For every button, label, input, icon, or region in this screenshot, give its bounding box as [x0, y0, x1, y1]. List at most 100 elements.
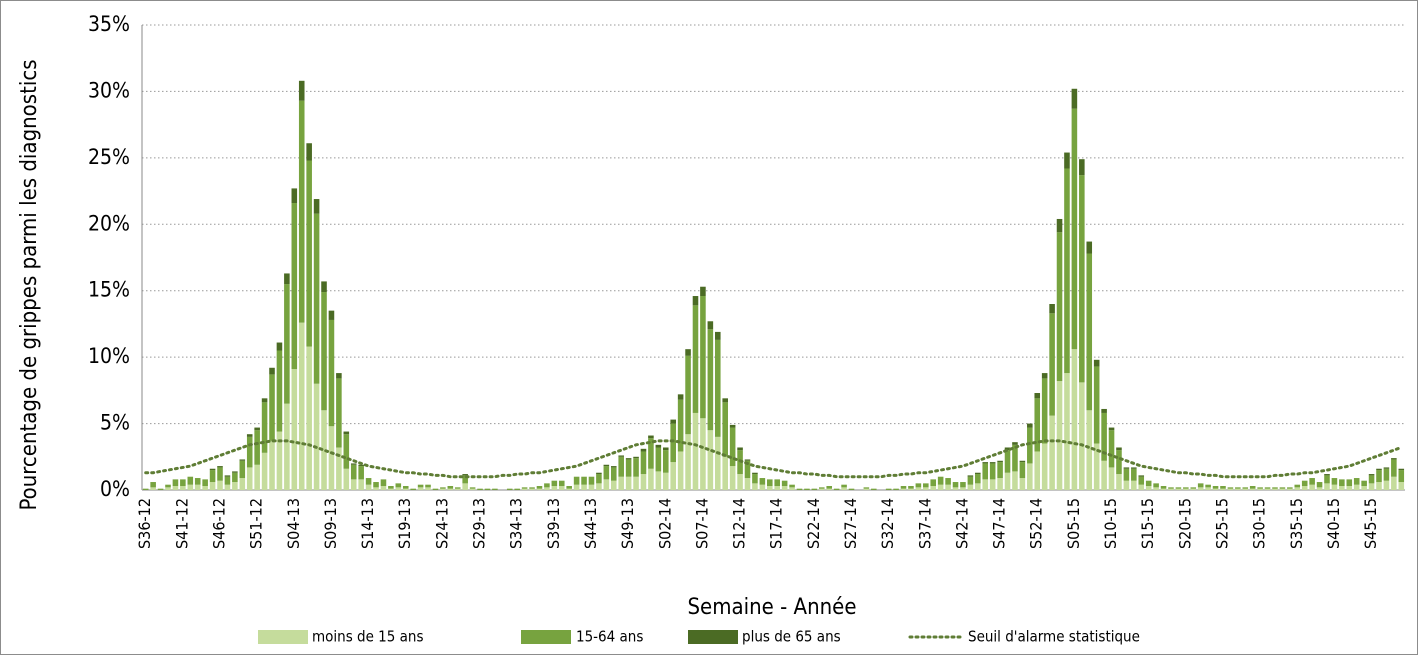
bar — [796, 488, 803, 490]
bar — [640, 451, 647, 475]
bar — [1168, 488, 1174, 490]
bar — [1086, 410, 1093, 490]
bar — [707, 321, 714, 330]
bar — [752, 472, 758, 475]
bar — [462, 474, 468, 476]
bar — [298, 80, 305, 101]
bar — [1175, 487, 1182, 489]
bar — [1212, 486, 1219, 489]
bar — [1071, 108, 1078, 350]
bar — [863, 487, 870, 489]
bar — [254, 464, 260, 490]
x-tick-label: S05-15 — [1064, 498, 1083, 549]
bar — [1368, 483, 1375, 490]
bar — [1004, 472, 1011, 490]
bar — [1093, 366, 1100, 444]
y-tick-label: 30% — [88, 78, 130, 102]
x-tick-label: S29-13 — [470, 498, 489, 549]
bar — [1138, 475, 1145, 477]
bar — [819, 487, 825, 489]
bar — [1101, 408, 1107, 413]
bar — [551, 486, 558, 490]
bar — [1301, 486, 1308, 490]
x-tick-label: S49-13 — [618, 498, 637, 549]
bar — [1272, 487, 1278, 489]
bar — [1131, 468, 1137, 481]
bar — [544, 487, 550, 490]
bar — [1257, 488, 1263, 490]
bar — [462, 483, 468, 490]
bar — [1376, 468, 1382, 471]
bar — [544, 483, 550, 488]
bar — [157, 488, 164, 490]
bar — [1064, 152, 1070, 169]
bar — [358, 464, 364, 467]
bar — [581, 484, 587, 490]
bar — [1249, 486, 1256, 489]
bar — [714, 436, 721, 490]
bar — [610, 467, 617, 481]
bar — [440, 487, 446, 489]
bar — [774, 486, 781, 490]
bar — [313, 199, 320, 214]
bar — [432, 488, 439, 490]
bar — [789, 484, 795, 488]
bar — [908, 488, 914, 490]
bar — [276, 342, 283, 351]
bar — [900, 488, 907, 490]
bar — [1391, 476, 1397, 490]
bar — [350, 464, 357, 480]
bar — [997, 478, 1003, 490]
bar — [150, 482, 156, 488]
bar — [350, 463, 357, 465]
x-tick-label: S19-13 — [395, 498, 414, 549]
bar — [1197, 487, 1204, 490]
bar — [670, 419, 676, 424]
legend-swatch — [688, 630, 738, 644]
bar — [640, 474, 647, 490]
bar — [692, 305, 699, 413]
bar — [239, 459, 246, 461]
bar — [610, 480, 617, 490]
bar — [1272, 488, 1278, 490]
bar — [1368, 475, 1375, 484]
bar — [425, 487, 431, 490]
bar — [960, 482, 966, 488]
bar — [321, 410, 327, 490]
bar — [261, 402, 268, 453]
bar — [172, 479, 179, 487]
bar — [603, 466, 610, 480]
y-tick-label: 15% — [88, 278, 130, 302]
bar — [915, 483, 922, 488]
bar — [707, 329, 714, 431]
bar — [313, 383, 320, 490]
bar — [1391, 458, 1397, 460]
bar — [1190, 487, 1197, 489]
bar — [722, 456, 728, 490]
y-tick-label: 25% — [88, 145, 130, 169]
bar — [1175, 488, 1182, 490]
bar — [1361, 486, 1367, 490]
bar — [1160, 488, 1167, 490]
bar — [737, 474, 743, 490]
bar — [648, 468, 654, 490]
bar — [529, 487, 535, 489]
bar — [328, 310, 335, 320]
x-tick-label: S02-14 — [655, 498, 674, 549]
bar — [269, 440, 275, 490]
bar — [1220, 488, 1226, 490]
bar — [1168, 487, 1174, 489]
bar — [937, 484, 944, 490]
bar — [558, 480, 565, 487]
bar — [447, 486, 454, 489]
x-tick-label: S25-15 — [1212, 498, 1231, 549]
bar — [306, 160, 312, 347]
bar — [558, 486, 565, 490]
bar — [1108, 427, 1115, 431]
bar — [766, 479, 773, 487]
bar — [269, 367, 275, 375]
bar — [1108, 430, 1115, 468]
bar — [766, 486, 773, 490]
bar — [610, 466, 617, 468]
bar — [1019, 462, 1026, 479]
